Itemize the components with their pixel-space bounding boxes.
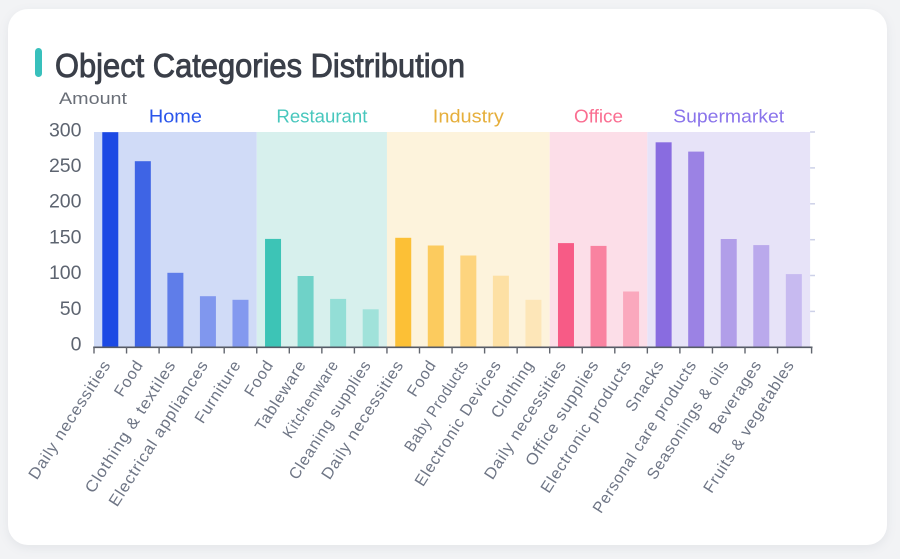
svg-text:0: 0: [71, 334, 82, 356]
svg-text:Supermarket: Supermarket: [673, 107, 784, 127]
svg-text:Home: Home: [149, 107, 202, 127]
svg-text:300: 300: [49, 120, 82, 142]
svg-text:Industry: Industry: [433, 107, 504, 127]
svg-text:Office: Office: [574, 107, 623, 127]
svg-text:Object Categories Distribution: Object Categories Distribution: [55, 48, 465, 85]
svg-text:200: 200: [49, 191, 82, 213]
svg-text:100: 100: [49, 262, 82, 284]
svg-text:50: 50: [60, 298, 82, 320]
svg-text:150: 150: [49, 226, 82, 248]
svg-text:250: 250: [49, 155, 82, 177]
svg-text:Restaurant: Restaurant: [276, 107, 367, 127]
svg-text:Amount: Amount: [59, 89, 127, 108]
